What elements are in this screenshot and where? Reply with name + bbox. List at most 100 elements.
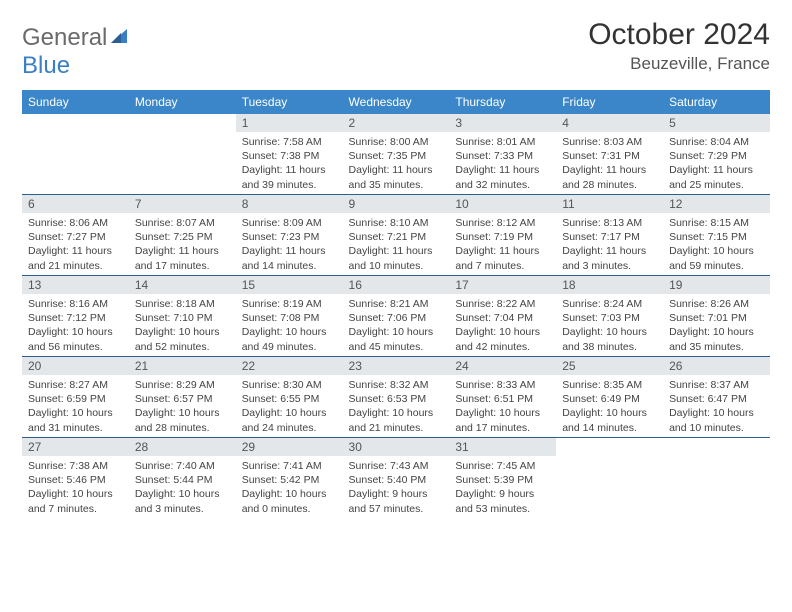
- daylight-text: Daylight: 10 hours and 17 minutes.: [455, 406, 550, 434]
- day-content: Sunrise: 8:06 AMSunset: 7:27 PMDaylight:…: [22, 213, 129, 275]
- weekday-header: Friday: [556, 90, 663, 114]
- logo-text-general: General: [22, 24, 107, 51]
- sunrise-text: Sunrise: 8:33 AM: [455, 378, 550, 392]
- daylight-text: Daylight: 11 hours and 7 minutes.: [455, 244, 550, 272]
- daylight-text: Daylight: 11 hours and 10 minutes.: [349, 244, 444, 272]
- sunrise-text: Sunrise: 8:03 AM: [562, 135, 657, 149]
- day-number: 16: [343, 276, 450, 294]
- day-content: Sunrise: 8:15 AMSunset: 7:15 PMDaylight:…: [663, 213, 770, 275]
- day-cell: 23Sunrise: 8:32 AMSunset: 6:53 PMDayligh…: [343, 357, 450, 438]
- day-content: Sunrise: 8:24 AMSunset: 7:03 PMDaylight:…: [556, 294, 663, 356]
- sunset-text: Sunset: 7:33 PM: [455, 149, 550, 163]
- day-number: 20: [22, 357, 129, 375]
- day-content: Sunrise: 7:38 AMSunset: 5:46 PMDaylight:…: [22, 456, 129, 518]
- daylight-text: Daylight: 10 hours and 52 minutes.: [135, 325, 230, 353]
- daylight-text: Daylight: 11 hours and 17 minutes.: [135, 244, 230, 272]
- day-number: 18: [556, 276, 663, 294]
- sunrise-text: Sunrise: 8:22 AM: [455, 297, 550, 311]
- day-number: 6: [22, 195, 129, 213]
- daylight-text: Daylight: 11 hours and 3 minutes.: [562, 244, 657, 272]
- sunset-text: Sunset: 5:40 PM: [349, 473, 444, 487]
- day-cell: 21Sunrise: 8:29 AMSunset: 6:57 PMDayligh…: [129, 357, 236, 438]
- sunrise-text: Sunrise: 8:15 AM: [669, 216, 764, 230]
- sunset-text: Sunset: 7:01 PM: [669, 311, 764, 325]
- sunrise-text: Sunrise: 8:00 AM: [349, 135, 444, 149]
- sunset-text: Sunset: 7:15 PM: [669, 230, 764, 244]
- day-number: 13: [22, 276, 129, 294]
- sunset-text: Sunset: 7:17 PM: [562, 230, 657, 244]
- sunrise-text: Sunrise: 8:01 AM: [455, 135, 550, 149]
- day-cell: 29Sunrise: 7:41 AMSunset: 5:42 PMDayligh…: [236, 438, 343, 519]
- day-content: Sunrise: 8:10 AMSunset: 7:21 PMDaylight:…: [343, 213, 450, 275]
- daylight-text: Daylight: 11 hours and 28 minutes.: [562, 163, 657, 191]
- sunrise-text: Sunrise: 7:58 AM: [242, 135, 337, 149]
- logo-text-blue: Blue: [22, 52, 70, 79]
- day-content: Sunrise: 7:43 AMSunset: 5:40 PMDaylight:…: [343, 456, 450, 518]
- sunrise-text: Sunrise: 8:26 AM: [669, 297, 764, 311]
- sunset-text: Sunset: 5:39 PM: [455, 473, 550, 487]
- sunrise-text: Sunrise: 8:18 AM: [135, 297, 230, 311]
- day-cell: 7Sunrise: 8:07 AMSunset: 7:25 PMDaylight…: [129, 195, 236, 276]
- sunrise-text: Sunrise: 8:19 AM: [242, 297, 337, 311]
- sunset-text: Sunset: 6:53 PM: [349, 392, 444, 406]
- day-content: Sunrise: 8:32 AMSunset: 6:53 PMDaylight:…: [343, 375, 450, 437]
- day-content: Sunrise: 8:13 AMSunset: 7:17 PMDaylight:…: [556, 213, 663, 275]
- day-number: 31: [449, 438, 556, 456]
- day-cell: 2Sunrise: 8:00 AMSunset: 7:35 PMDaylight…: [343, 114, 450, 195]
- daylight-text: Daylight: 11 hours and 39 minutes.: [242, 163, 337, 191]
- day-number: 8: [236, 195, 343, 213]
- day-number: 28: [129, 438, 236, 456]
- day-content: Sunrise: 8:26 AMSunset: 7:01 PMDaylight:…: [663, 294, 770, 356]
- location-label: Beuzeville, France: [588, 54, 770, 74]
- daylight-text: Daylight: 10 hours and 35 minutes.: [669, 325, 764, 353]
- day-number: 7: [129, 195, 236, 213]
- daylight-text: Daylight: 9 hours and 57 minutes.: [349, 487, 444, 515]
- sunset-text: Sunset: 6:57 PM: [135, 392, 230, 406]
- sunset-text: Sunset: 5:42 PM: [242, 473, 337, 487]
- weekday-header: Thursday: [449, 90, 556, 114]
- title-block: October 2024 Beuzeville, France: [588, 18, 770, 74]
- sunrise-text: Sunrise: 8:21 AM: [349, 297, 444, 311]
- month-title: October 2024: [588, 18, 770, 52]
- sunrise-text: Sunrise: 8:06 AM: [28, 216, 123, 230]
- sunrise-text: Sunrise: 7:43 AM: [349, 459, 444, 473]
- weekday-header: Wednesday: [343, 90, 450, 114]
- day-cell: 17Sunrise: 8:22 AMSunset: 7:04 PMDayligh…: [449, 276, 556, 357]
- daylight-text: Daylight: 10 hours and 56 minutes.: [28, 325, 123, 353]
- sunrise-text: Sunrise: 8:13 AM: [562, 216, 657, 230]
- day-number: 27: [22, 438, 129, 456]
- daylight-text: Daylight: 10 hours and 45 minutes.: [349, 325, 444, 353]
- daylight-text: Daylight: 11 hours and 21 minutes.: [28, 244, 123, 272]
- page-header: GeneralBlue October 2024 Beuzeville, Fra…: [22, 18, 770, 80]
- daylight-text: Daylight: 10 hours and 7 minutes.: [28, 487, 123, 515]
- daylight-text: Daylight: 10 hours and 24 minutes.: [242, 406, 337, 434]
- day-number: 14: [129, 276, 236, 294]
- day-cell: 1Sunrise: 7:58 AMSunset: 7:38 PMDaylight…: [236, 114, 343, 195]
- day-cell: 6Sunrise: 8:06 AMSunset: 7:27 PMDaylight…: [22, 195, 129, 276]
- daylight-text: Daylight: 10 hours and 21 minutes.: [349, 406, 444, 434]
- day-cell: [663, 438, 770, 519]
- day-content: Sunrise: 8:03 AMSunset: 7:31 PMDaylight:…: [556, 132, 663, 194]
- sunrise-text: Sunrise: 8:35 AM: [562, 378, 657, 392]
- sunset-text: Sunset: 7:21 PM: [349, 230, 444, 244]
- day-cell: 25Sunrise: 8:35 AMSunset: 6:49 PMDayligh…: [556, 357, 663, 438]
- day-content: Sunrise: 8:35 AMSunset: 6:49 PMDaylight:…: [556, 375, 663, 437]
- day-number: 21: [129, 357, 236, 375]
- day-cell: 16Sunrise: 8:21 AMSunset: 7:06 PMDayligh…: [343, 276, 450, 357]
- daylight-text: Daylight: 11 hours and 35 minutes.: [349, 163, 444, 191]
- day-number: 12: [663, 195, 770, 213]
- day-cell: [556, 438, 663, 519]
- sunset-text: Sunset: 7:29 PM: [669, 149, 764, 163]
- sunset-text: Sunset: 7:10 PM: [135, 311, 230, 325]
- day-content: Sunrise: 8:09 AMSunset: 7:23 PMDaylight:…: [236, 213, 343, 275]
- sunset-text: Sunset: 7:27 PM: [28, 230, 123, 244]
- sunset-text: Sunset: 7:19 PM: [455, 230, 550, 244]
- day-cell: 19Sunrise: 8:26 AMSunset: 7:01 PMDayligh…: [663, 276, 770, 357]
- sunset-text: Sunset: 5:44 PM: [135, 473, 230, 487]
- daylight-text: Daylight: 10 hours and 14 minutes.: [562, 406, 657, 434]
- day-cell: [22, 114, 129, 195]
- sunset-text: Sunset: 7:25 PM: [135, 230, 230, 244]
- sunset-text: Sunset: 6:59 PM: [28, 392, 123, 406]
- day-cell: 14 Sunrise: 8:18 AMSunset: 7:10 PMDayligh…: [129, 276, 236, 357]
- daylight-text: Daylight: 11 hours and 32 minutes.: [455, 163, 550, 191]
